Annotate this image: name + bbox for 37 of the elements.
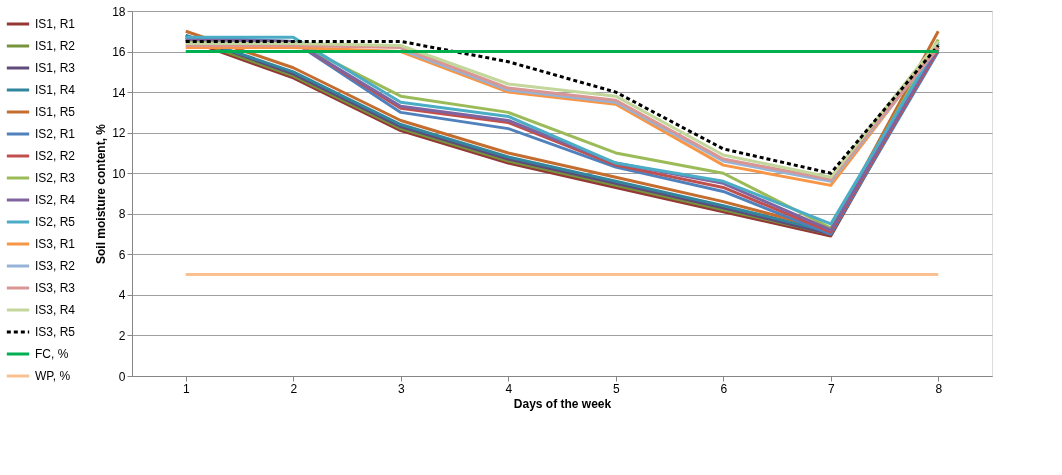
y-tick-label: 2 [118,328,126,343]
legend-label: IS1, R3 [35,61,76,75]
y-tick-label: 16 [112,45,126,60]
legend-label: IS3, R3 [35,281,76,295]
y-tick-label: 12 [112,126,126,141]
x-tick-label: 5 [612,381,620,396]
legend-label: IS3, R4 [35,303,76,317]
x-tick-label: 1 [182,381,190,396]
legend-label: IS2, R5 [35,215,76,229]
legend-label: IS1, R1 [35,17,76,31]
x-tick-label: 6 [720,381,728,396]
y-tick-label: 10 [112,166,126,181]
y-tick-label: 14 [112,85,126,100]
legend-label: WP, % [35,369,71,383]
legend-label: IS3, R5 [35,325,76,339]
y-tick-label: 8 [118,207,126,222]
y-tick-label: 0 [118,369,126,384]
legend-label: IS2, R3 [35,171,76,185]
legend-label: FC, % [35,347,69,361]
x-tick-label: 7 [827,381,835,396]
x-tick-label: 4 [505,381,513,396]
y-tick-label: 18 [112,4,126,19]
y-tick-label: 6 [118,247,126,262]
legend-label: IS1, R4 [35,83,76,97]
legend-label: IS3, R2 [35,259,76,273]
legend-label: IS3, R1 [35,237,76,251]
x-tick-label: 2 [290,381,298,396]
legend-label: IS2, R4 [35,193,76,207]
y-axis-title: Soil moisture content, % [94,123,109,265]
x-tick-label: 3 [397,381,405,396]
legend-label: IS1, R5 [35,105,76,119]
x-tick-label: 8 [935,381,943,396]
y-tick-label: 4 [118,288,126,303]
legend-label: IS2, R1 [35,127,76,141]
legend-label: IS2, R2 [35,149,76,163]
x-axis-title: Days of the week [513,396,612,411]
legend-label: IS1, R2 [35,39,76,53]
